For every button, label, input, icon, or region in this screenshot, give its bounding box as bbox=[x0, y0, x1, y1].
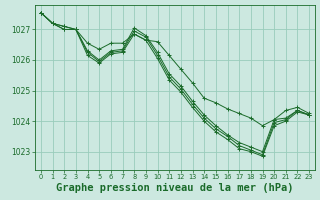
X-axis label: Graphe pression niveau de la mer (hPa): Graphe pression niveau de la mer (hPa) bbox=[56, 183, 294, 193]
